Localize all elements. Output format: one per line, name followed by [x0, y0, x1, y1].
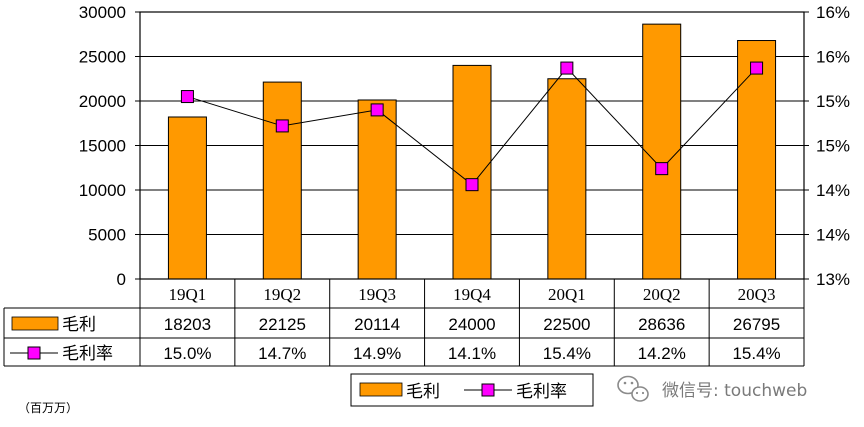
right-tick-label: 15% — [816, 137, 850, 156]
unit-note: （百万万） — [18, 401, 78, 415]
marker-19Q1 — [180, 90, 194, 104]
left-tick-label: 5000 — [88, 226, 126, 245]
left-tick-label: 30000 — [79, 3, 126, 22]
bar-value-19Q2: 22125 — [259, 315, 306, 334]
line-series — [180, 61, 764, 192]
data-table: 19Q1 19Q2 19Q3 19Q4 20Q1 20Q2 20Q3 毛利 18203 22125… — [3, 279, 805, 367]
legend: 毛利 毛利率 — [350, 373, 594, 407]
marker-19Q2 — [275, 119, 289, 133]
left-tick-label: 20000 — [79, 92, 126, 111]
watermark: 微信号: touchweb — [617, 375, 807, 402]
left-tick-label: 15000 — [79, 137, 126, 156]
category-label: 19Q4 — [453, 285, 491, 304]
left-tick-label: 25000 — [79, 48, 126, 67]
bar-19Q2 — [262, 81, 302, 280]
rate-value-19Q4: 14.1% — [448, 344, 496, 363]
left-tick-label: 10000 — [79, 181, 126, 200]
rate-value-19Q1: 15.0% — [163, 344, 211, 363]
category-label: 20Q2 — [643, 285, 681, 304]
rate-value-19Q3: 14.9% — [353, 344, 401, 363]
rate-value-20Q3: 15.4% — [732, 344, 780, 363]
bar-value-19Q3: 20114 — [354, 315, 400, 334]
bar-legend-key — [11, 316, 59, 331]
left-axis-ticks: 0 5000 10000 15000 20000 25000 30000 — [79, 3, 140, 289]
marker-19Q3 — [370, 103, 384, 117]
bar-20Q2 — [642, 23, 682, 280]
right-tick-label: 16% — [816, 3, 850, 22]
legend-bar-label: 毛利 — [406, 382, 440, 402]
category-label: 19Q2 — [263, 285, 301, 304]
bar-value-20Q1: 22500 — [543, 315, 590, 334]
right-tick-label: 14% — [816, 181, 850, 200]
rate-value-19Q2: 14.7% — [258, 344, 306, 363]
legend-line-label: 毛利率 — [516, 382, 567, 402]
row-label-margin-rate: 毛利率 — [62, 344, 113, 364]
left-tick-label: 0 — [117, 270, 126, 289]
right-tick-label: 14% — [816, 226, 850, 245]
right-axis-ticks: 13% 14% 14% 15% 15% 16% 16% — [804, 3, 850, 289]
row-label-margin: 毛利 — [62, 315, 96, 335]
right-tick-label: 15% — [816, 92, 850, 111]
marker-20Q2 — [655, 162, 669, 176]
bar-19Q1 — [167, 116, 207, 280]
bar-value-19Q4: 24000 — [448, 315, 495, 334]
rate-value-20Q1: 15.4% — [543, 344, 591, 363]
bar-20Q1 — [547, 78, 587, 280]
wechat-icon — [617, 375, 649, 402]
watermark-text: 微信号: touchweb — [662, 381, 807, 401]
right-tick-label: 13% — [816, 270, 850, 289]
marker-19Q4 — [465, 178, 479, 192]
marker-20Q3 — [750, 61, 764, 75]
line-legend-marker — [27, 346, 41, 360]
bar-20Q3 — [737, 40, 777, 280]
bar-value-19Q1: 18203 — [164, 315, 211, 334]
category-label: 20Q3 — [738, 285, 776, 304]
right-tick-label: 16% — [816, 48, 850, 67]
bar-19Q3 — [357, 99, 397, 280]
legend-bar-key — [359, 382, 403, 397]
category-label: 19Q3 — [358, 285, 396, 304]
marker-20Q1 — [560, 61, 574, 75]
bar-value-20Q3: 26795 — [733, 315, 780, 334]
bar-series — [167, 23, 777, 280]
bar-value-20Q2: 28636 — [638, 315, 685, 334]
rate-value-20Q2: 14.2% — [638, 344, 686, 363]
category-label: 20Q1 — [548, 285, 586, 304]
category-label: 19Q1 — [169, 285, 207, 304]
legend-line-marker — [481, 383, 495, 397]
bar-19Q4 — [452, 64, 492, 280]
